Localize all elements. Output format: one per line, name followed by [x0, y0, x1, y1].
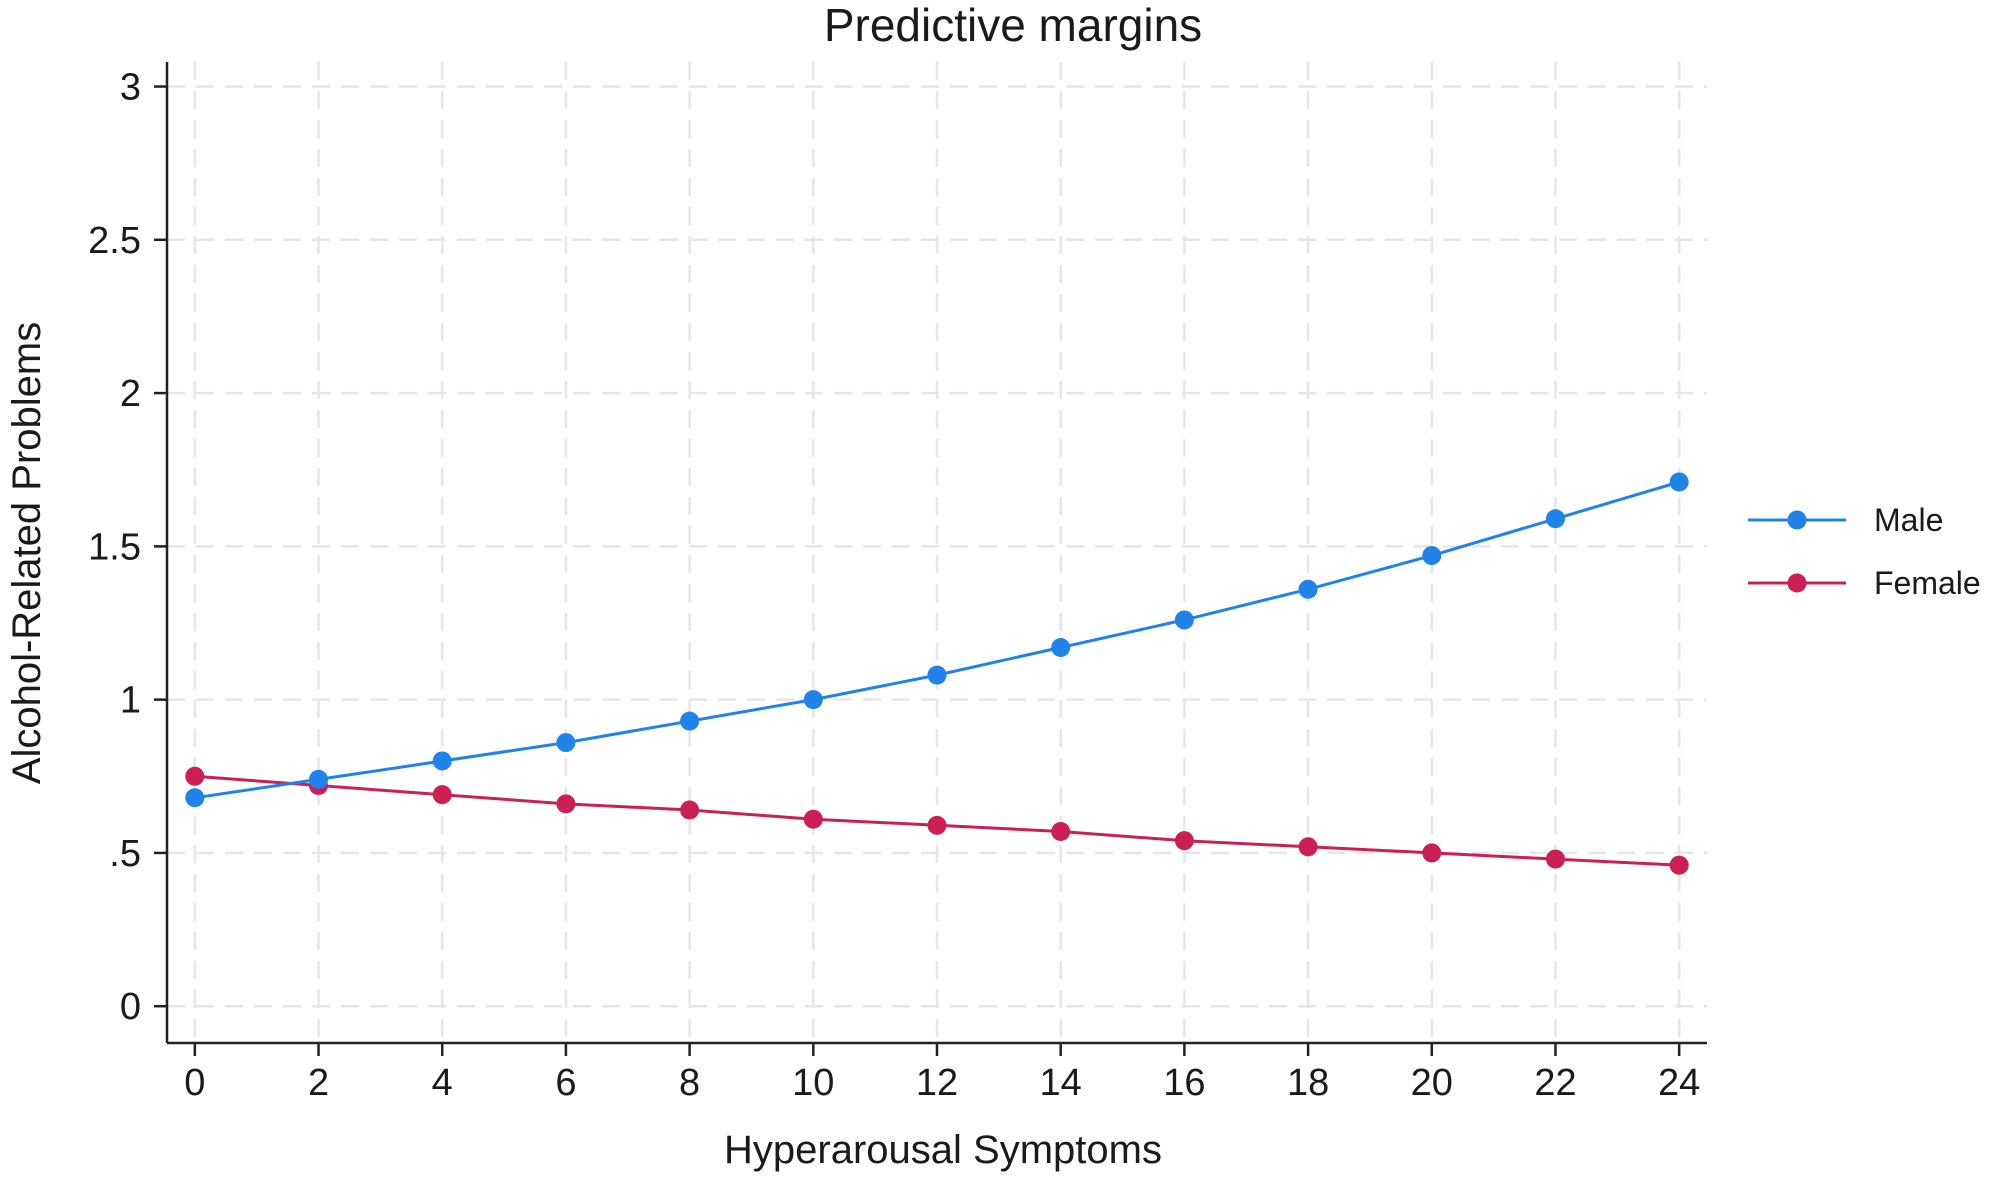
data-point-male	[556, 733, 576, 753]
data-point-female	[803, 809, 823, 829]
data-point-female	[185, 766, 205, 786]
x-tick-label: 14	[1040, 1062, 1082, 1104]
y-axis-label: Alcohol-Related Problems	[5, 322, 49, 784]
data-point-male	[1174, 610, 1194, 630]
legend-item-male: Male	[1748, 502, 1943, 538]
data-point-female	[927, 815, 947, 835]
y-tick-label: 0	[120, 986, 141, 1028]
data-point-female	[1545, 849, 1565, 869]
x-tick-label: 6	[555, 1062, 576, 1104]
data-point-male	[927, 665, 947, 685]
data-point-female	[1298, 837, 1318, 857]
x-tick-label: 10	[792, 1062, 834, 1104]
data-point-female	[432, 785, 452, 805]
x-tick-label: 20	[1411, 1062, 1453, 1104]
data-point-male	[1669, 472, 1689, 492]
data-point-female	[680, 800, 700, 820]
x-tick-label: 22	[1534, 1062, 1576, 1104]
data-point-male	[1051, 638, 1071, 658]
x-tick-label: 0	[184, 1062, 205, 1104]
y-tick-label: 2.5	[88, 220, 141, 262]
x-tick-label: 8	[679, 1062, 700, 1104]
legend-label-male: Male	[1874, 502, 1943, 538]
legend-marker-female	[1787, 573, 1807, 593]
data-point-male	[1545, 509, 1565, 529]
legend-marker-male	[1787, 510, 1807, 530]
x-tick-label: 2	[308, 1062, 329, 1104]
data-point-male	[185, 788, 205, 808]
data-point-male	[680, 711, 700, 731]
data-point-female	[1174, 831, 1194, 851]
series-male	[185, 472, 1689, 808]
y-tick-label: 1.5	[88, 526, 141, 568]
x-tick-label: 4	[432, 1062, 453, 1104]
y-tick-label: 1	[120, 680, 141, 722]
legend-label-female: Female	[1874, 565, 1981, 601]
x-tick-label: 24	[1658, 1062, 1700, 1104]
data-point-female	[1669, 855, 1689, 875]
data-series	[185, 472, 1689, 875]
data-point-female	[1422, 843, 1442, 863]
data-point-female	[556, 794, 576, 814]
data-point-male	[1422, 546, 1442, 566]
axes: 0.511.522.530 2 4 6 8 10 12 14 16 18 20 22 24	[88, 62, 1707, 1104]
x-tick-label: 12	[916, 1062, 958, 1104]
y-tick-label: 3	[120, 67, 141, 109]
x-axis-label: Hyperarousal Symptoms	[724, 1128, 1162, 1172]
legend: Male Female	[1748, 502, 1981, 601]
x-tick-label: 16	[1163, 1062, 1205, 1104]
data-point-male	[432, 751, 452, 771]
data-point-female	[1051, 821, 1071, 841]
legend-item-female: Female	[1748, 565, 1981, 601]
y-tick-label: .5	[109, 833, 141, 875]
x-tick-label: 18	[1287, 1062, 1329, 1104]
data-point-male	[1298, 579, 1318, 599]
data-point-male	[309, 769, 329, 789]
data-point-male	[803, 690, 823, 710]
y-tick-label: 2	[120, 373, 141, 415]
chart-title: Predictive margins	[824, 0, 1202, 51]
series-female	[185, 766, 1689, 875]
grid-lines	[167, 62, 1707, 1043]
